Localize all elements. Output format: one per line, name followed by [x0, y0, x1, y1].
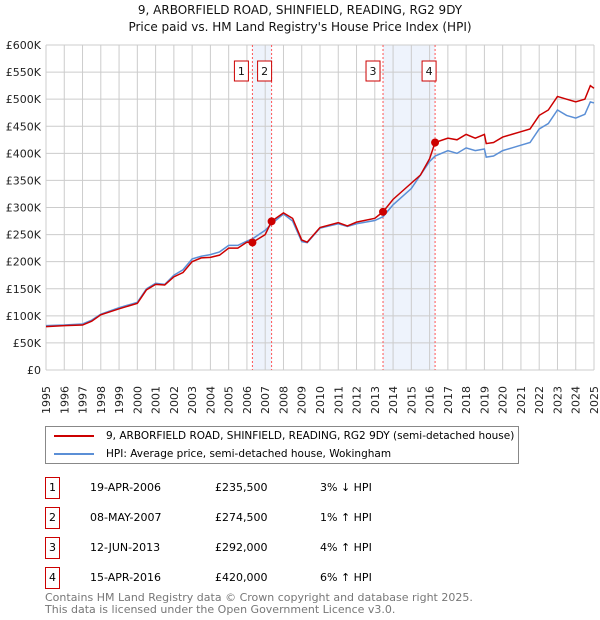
chart-title: 9, ARBORFIELD ROAD, SHINFIELD, READING, … [0, 2, 600, 36]
y-tick-label: £300K [6, 202, 42, 215]
y-tick-label: £350K [6, 174, 42, 187]
sale-number-box [257, 60, 273, 82]
x-tick-label: 2002 [168, 386, 181, 414]
y-tick-label: £500K [6, 93, 42, 106]
sale-price: £292,000 [215, 541, 268, 554]
x-tick-label: 2012 [351, 386, 364, 414]
footer-line-2: This data is licensed under the Open Gov… [45, 603, 396, 616]
x-tick-label: 2011 [332, 386, 345, 414]
sale-price: £235,500 [215, 481, 268, 494]
x-tick-label: 1999 [113, 386, 126, 414]
x-tick-label: 2009 [296, 386, 309, 414]
sale-price: £274,500 [215, 511, 268, 524]
legend-label: 9, ARBORFIELD ROAD, SHINFIELD, READING, … [106, 430, 515, 442]
x-tick-label: 2022 [533, 386, 546, 414]
y-tick-label: £0 [27, 364, 41, 377]
sale-point [248, 238, 257, 247]
sale-hpi-diff: 4% ↑ HPI [320, 541, 372, 554]
footer: Contains HM Land Registry data © Crown c… [45, 592, 473, 616]
sale-point [267, 217, 276, 226]
sale-row: 2 08-MAY-2007 £274,500 1% ↑ HPI [45, 507, 545, 529]
y-tick-label: £100K [6, 310, 42, 323]
y-tick-label: £550K [6, 66, 42, 79]
x-tick-label: 1996 [58, 386, 71, 414]
x-tick-label: 2018 [460, 386, 473, 414]
price-chart: £0 £50K £100K £150K £200K £250K £300K £350K £400… [6, 39, 600, 414]
y-tick-label: £400K [6, 147, 42, 160]
sale-number-box [365, 60, 381, 82]
x-tick-label: 2016 [424, 386, 437, 414]
x-tick-label: 2000 [131, 386, 144, 414]
title-line: 9, ARBORFIELD ROAD, SHINFIELD, READING, … [137, 3, 463, 17]
x-tick-label: 2003 [186, 386, 199, 414]
legend-label: HPI: Average price, semi-detached house,… [106, 448, 392, 460]
x-tick-label: 2013 [369, 386, 382, 414]
legend-swatch-red [54, 435, 94, 437]
subtitle-line: Price paid vs. HM Land Registry's House … [128, 20, 472, 34]
legend-item-property: 9, ARBORFIELD ROAD, SHINFIELD, READING, … [54, 427, 514, 445]
sale-point [431, 138, 440, 147]
sale-number: 1 [45, 477, 60, 499]
sale-number-box [421, 60, 437, 82]
sale-date: 15-APR-2016 [90, 571, 162, 584]
sale-number-box [233, 60, 249, 82]
sale-number: 2 [45, 507, 60, 529]
x-tick-label: 2015 [405, 386, 418, 414]
sale-point [379, 207, 388, 216]
y-tick-label: £600K [6, 39, 42, 52]
sale-number-label: 3 [370, 65, 377, 78]
y-tick-label: £50K [13, 337, 42, 350]
y-tick-label: £250K [6, 229, 42, 242]
footer-line-1: Contains HM Land Registry data © Crown c… [45, 591, 473, 604]
sale-number-label: 1 [238, 65, 245, 78]
x-tick-label: 2014 [387, 386, 400, 414]
x-tick-label: 1995 [40, 386, 53, 414]
sale-price: £420,000 [215, 571, 268, 584]
price-paid-line [45, 84, 595, 328]
x-tick-label: 2007 [259, 386, 272, 414]
x-tick-label: 2008 [277, 386, 290, 414]
x-tick-label: 2010 [314, 386, 327, 414]
legend-item-hpi: HPI: Average price, semi-detached house,… [54, 445, 391, 463]
sale-date: 08-MAY-2007 [90, 511, 162, 524]
x-tick-label: 1998 [95, 386, 108, 414]
x-tick-label: 2001 [150, 386, 163, 414]
sale-hpi-diff: 3% ↓ HPI [320, 481, 372, 494]
x-tick-label: 2021 [515, 386, 528, 414]
x-tick-label: 1997 [77, 386, 90, 414]
x-tick-label: 2024 [570, 386, 583, 414]
x-tick-label: 2025 [588, 386, 600, 414]
sale-row: 3 12-JUN-2013 £292,000 4% ↑ HPI [45, 537, 545, 559]
sale-number-label: 2 [261, 65, 268, 78]
y-tick-label: £450K [6, 120, 42, 133]
legend: 9, ARBORFIELD ROAD, SHINFIELD, READING, … [45, 426, 519, 464]
x-tick-label: 2023 [551, 386, 564, 414]
sale-row: 4 15-APR-2016 £420,000 6% ↑ HPI [45, 567, 545, 589]
sale-row: 1 19-APR-2006 £235,500 3% ↓ HPI [45, 477, 545, 499]
sale-number-label: 4 [426, 65, 433, 78]
sale-hpi-diff: 6% ↑ HPI [320, 571, 372, 584]
legend-swatch-blue [54, 453, 94, 455]
x-tick-label: 2019 [478, 386, 491, 414]
y-tick-label: £200K [6, 256, 42, 269]
x-tick-label: 2006 [241, 386, 254, 414]
sale-number: 3 [45, 537, 60, 559]
x-tick-label: 2005 [223, 386, 236, 414]
x-tick-label: 2004 [204, 386, 217, 414]
sale-date: 19-APR-2006 [90, 481, 162, 494]
sale-number: 4 [45, 567, 60, 589]
y-tick-label: £150K [6, 283, 42, 296]
sale-date: 12-JUN-2013 [90, 541, 161, 554]
x-tick-label: 2017 [442, 386, 455, 414]
x-tick-label: 2020 [497, 386, 510, 414]
sale-hpi-diff: 1% ↑ HPI [320, 511, 372, 524]
